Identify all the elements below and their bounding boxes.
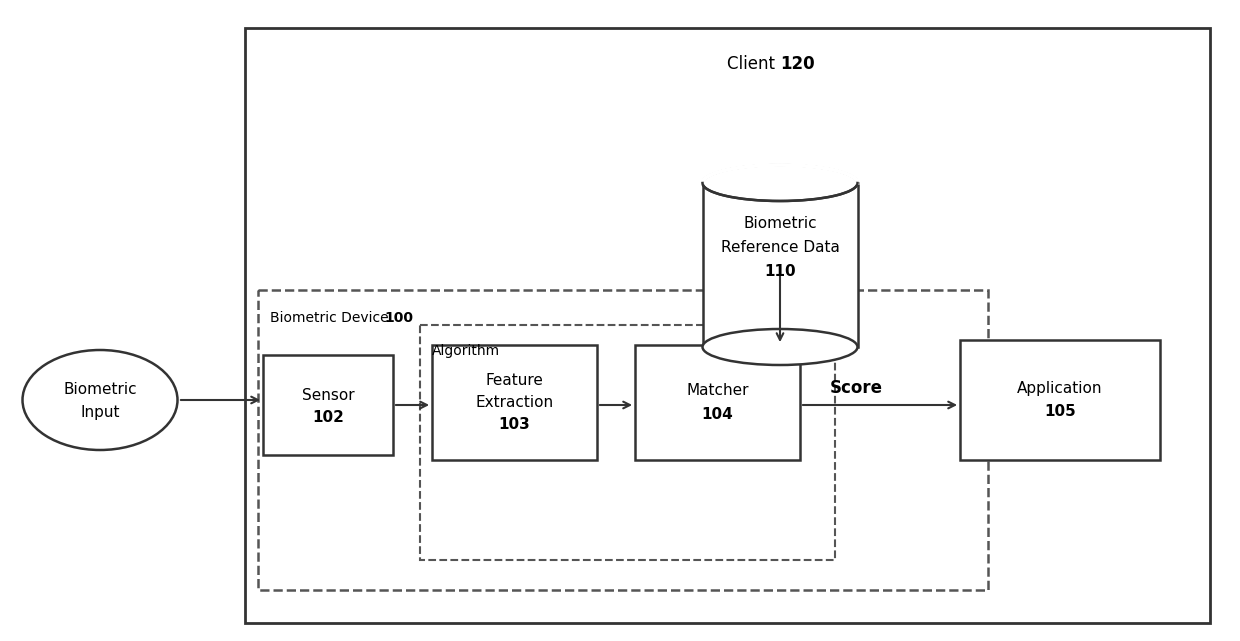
Text: 105: 105 [1044, 404, 1076, 419]
Text: Input: Input [81, 404, 120, 419]
Text: Algorithm: Algorithm [432, 344, 500, 358]
Ellipse shape [703, 165, 858, 201]
Bar [432, 345, 596, 460]
Text: Biometric: Biometric [743, 215, 817, 231]
Bar [635, 345, 800, 460]
Bar [703, 183, 858, 347]
Bar [263, 355, 393, 455]
Text: Reference Data: Reference Data [720, 240, 839, 254]
Text: Extraction: Extraction [475, 395, 553, 410]
Text: 104: 104 [702, 407, 733, 422]
Bar [960, 340, 1159, 460]
Text: 102: 102 [312, 410, 343, 424]
Bar [420, 325, 835, 560]
Text: Feature: Feature [486, 373, 543, 388]
Bar [246, 28, 1210, 623]
Text: Score: Score [830, 379, 883, 397]
Text: Application: Application [1017, 381, 1102, 395]
Text: 103: 103 [498, 417, 531, 432]
Text: Biometric: Biometric [63, 383, 136, 397]
Text: 120: 120 [780, 55, 815, 73]
Text: 100: 100 [384, 311, 413, 325]
Text: 110: 110 [764, 263, 796, 278]
Text: Matcher: Matcher [686, 383, 749, 398]
Ellipse shape [22, 350, 177, 450]
Text: Sensor: Sensor [301, 388, 355, 403]
Bar [258, 290, 988, 590]
Text: Biometric Device: Biometric Device [270, 311, 393, 325]
Text: Client: Client [727, 55, 780, 73]
Ellipse shape [703, 329, 858, 365]
